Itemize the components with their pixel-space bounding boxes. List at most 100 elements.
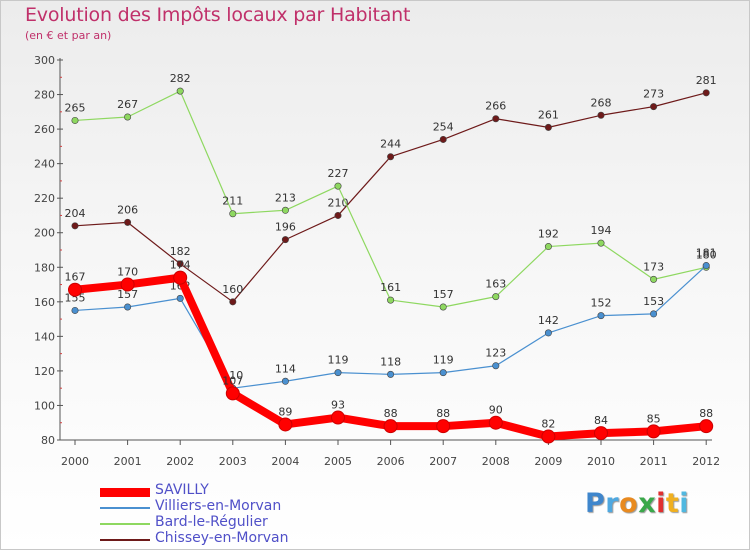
data-point-series-4 — [439, 135, 447, 143]
y-tick-label: 160 — [34, 296, 55, 309]
data-point-series-3 — [439, 303, 447, 311]
data-point-series-2 — [334, 369, 342, 377]
legend-swatch — [100, 539, 150, 541]
data-point-series-1 — [331, 410, 345, 425]
data-label-series-2: 181 — [696, 247, 717, 260]
data-label-series-1: 84 — [594, 414, 608, 427]
data-label-series-4: 244 — [380, 138, 401, 151]
data-point-series-2 — [176, 294, 184, 302]
logo-letter: i — [656, 488, 666, 519]
data-label-series-2: 152 — [591, 297, 612, 310]
data-point-series-3 — [597, 239, 605, 247]
y-tick-label: 260 — [34, 123, 55, 136]
data-label-series-3: 213 — [275, 191, 296, 204]
data-label-series-1: 90 — [489, 404, 503, 417]
data-label-series-2: 142 — [538, 314, 559, 327]
legend-label: Bard-le-Régulier — [155, 514, 268, 530]
data-label-series-4: 196 — [275, 221, 296, 234]
data-point-series-1 — [699, 419, 714, 434]
data-point-series-3 — [176, 87, 184, 95]
data-point-series-2 — [492, 362, 500, 370]
legend-item: Bard-le-Régulier — [100, 514, 360, 532]
data-point-series-1 — [594, 426, 608, 441]
series-line-3 — [74, 90, 707, 308]
data-point-series-4 — [124, 218, 132, 226]
x-tick-label: 2012 — [692, 455, 720, 468]
data-label-series-2: 119 — [433, 354, 454, 367]
data-label-series-1: 85 — [647, 412, 661, 425]
legend-label: Chissey-en-Morvan — [155, 530, 289, 546]
data-point-series-3 — [544, 243, 552, 251]
data-point-series-4 — [334, 211, 342, 219]
y-tick-label: 80 — [41, 434, 55, 447]
data-point-series-4 — [176, 260, 184, 268]
logo-letter: t — [665, 488, 680, 519]
data-label-series-4: 266 — [485, 100, 506, 113]
data-label-series-2: 157 — [117, 288, 138, 301]
data-point-series-4 — [229, 298, 237, 306]
data-point-series-3 — [71, 116, 79, 124]
data-label-series-4: 182 — [170, 245, 191, 258]
data-label-series-4: 268 — [591, 96, 612, 109]
data-label-series-1: 174 — [170, 259, 191, 272]
data-point-series-1 — [383, 419, 398, 434]
data-label-series-1: 88 — [436, 407, 450, 420]
legend-swatch — [100, 523, 150, 525]
data-label-series-3: 161 — [380, 281, 401, 294]
data-point-series-1 — [541, 429, 556, 444]
data-point-series-1 — [278, 417, 293, 432]
data-point-series-3 — [492, 293, 500, 301]
data-point-series-2 — [544, 329, 552, 337]
data-label-series-4: 160 — [222, 283, 243, 296]
data-point-series-3 — [387, 296, 395, 304]
data-label-series-3: 173 — [643, 260, 664, 273]
data-point-series-4 — [597, 111, 605, 119]
data-point-series-2 — [281, 377, 289, 385]
data-point-series-1 — [488, 415, 503, 430]
data-label-series-1: 82 — [541, 418, 555, 431]
y-tick-label: 300 — [34, 54, 55, 67]
proxiti-logo: Proxiti — [585, 488, 689, 519]
data-point-series-1 — [436, 419, 451, 434]
data-label-series-2: 155 — [65, 291, 86, 304]
x-tick-label: 2001 — [114, 455, 142, 468]
data-point-series-1 — [120, 277, 135, 292]
x-tick-label: 2004 — [271, 455, 299, 468]
data-point-series-4 — [544, 123, 552, 131]
data-label-series-4: 206 — [117, 203, 138, 216]
legend-label: Villiers-en-Morvan — [155, 498, 282, 514]
data-point-series-1 — [646, 424, 661, 439]
data-point-series-1 — [225, 386, 240, 401]
logo-letter: P — [585, 488, 606, 519]
data-label-series-3: 267 — [117, 98, 138, 111]
data-label-series-3: 157 — [433, 288, 454, 301]
data-label-series-4: 261 — [538, 108, 559, 121]
data-point-series-4 — [281, 236, 289, 244]
data-label-series-1: 167 — [65, 271, 86, 284]
x-tick-label: 2005 — [324, 455, 352, 468]
data-label-series-1: 170 — [117, 266, 138, 279]
data-label-series-4: 204 — [65, 207, 86, 220]
x-tick-label: 2011 — [640, 455, 668, 468]
data-label-series-3: 192 — [538, 228, 559, 241]
data-point-series-2 — [124, 303, 132, 311]
x-tick-label: 2008 — [482, 455, 510, 468]
data-label-series-2: 118 — [380, 355, 401, 368]
data-label-series-3: 180 — [696, 248, 717, 261]
data-label-series-3: 265 — [65, 101, 86, 114]
data-point-series-2 — [597, 312, 605, 320]
chart-legend: SAVILLY Villiers-en-Morvan Bard-le-Régulie… — [100, 482, 360, 548]
data-label-series-1: 89 — [278, 405, 292, 418]
x-tick-label: 2002 — [166, 455, 194, 468]
data-point-series-4 — [387, 153, 395, 161]
data-label-series-4: 210 — [328, 196, 349, 209]
data-label-series-2: 114 — [275, 362, 296, 375]
data-point-series-2 — [650, 310, 658, 318]
x-tick-label: 2003 — [219, 455, 247, 468]
data-point-series-1 — [68, 282, 82, 297]
data-point-series-1 — [173, 270, 188, 285]
chart-title: Evolution des Impôts locaux par Habitant — [25, 4, 411, 26]
data-label-series-2: 119 — [328, 354, 349, 367]
data-point-series-2 — [439, 369, 447, 377]
data-point-series-3 — [281, 206, 289, 214]
